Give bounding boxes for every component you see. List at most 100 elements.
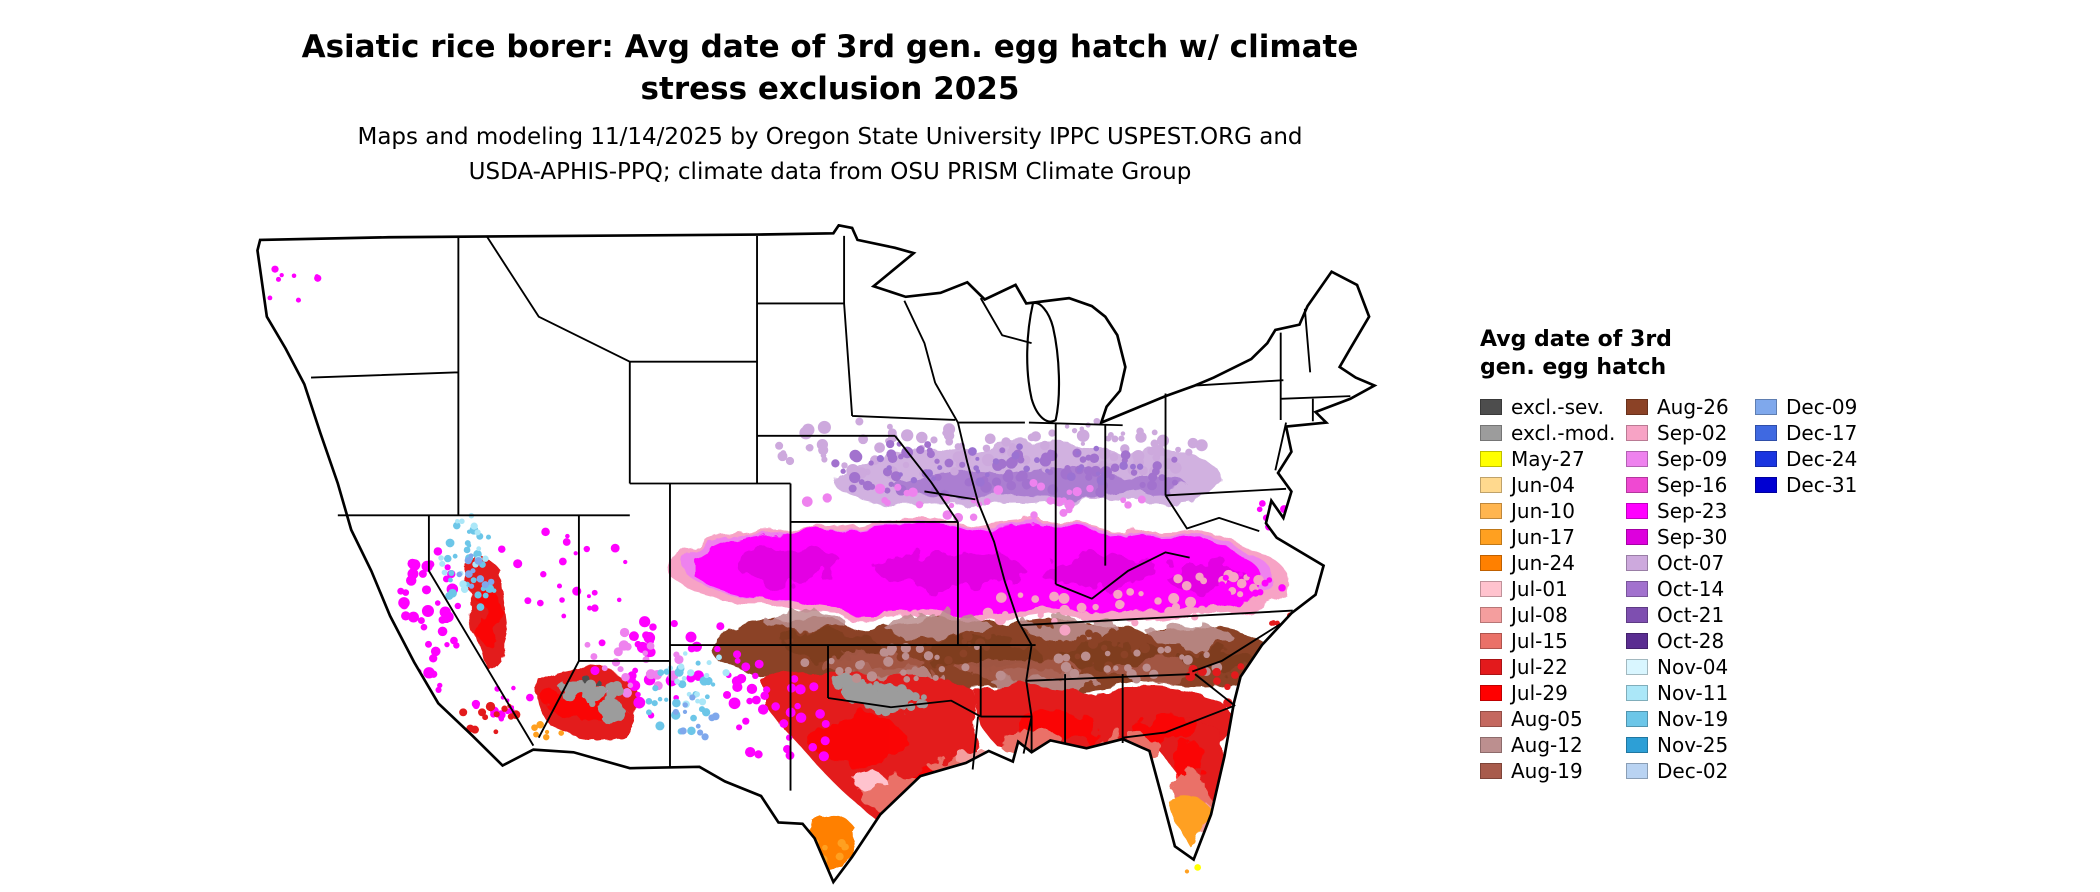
legend-column: Dec-09 Dec-17 Dec-24 Dec-31	[1755, 394, 1915, 498]
legend-label: Jun-10	[1511, 499, 1575, 523]
legend-swatch	[1755, 451, 1777, 467]
legend-item: Sep-23	[1626, 498, 1755, 524]
legend-label: Jul-22	[1511, 655, 1568, 679]
legend-title-line-1: Avg date of 3rd	[1480, 327, 1672, 352]
legend-label: Sep-02	[1657, 421, 1728, 445]
header: Asiatic rice borer: Avg date of 3rd gen.…	[230, 26, 1430, 190]
legend-column: Aug-26 Sep-02 Sep-09 Sep-16 Sep-23 Sep-30 Oct-…	[1626, 394, 1755, 784]
legend-item: Nov-25	[1626, 732, 1755, 758]
legend-label: Sep-16	[1657, 473, 1728, 497]
legend-label: Aug-05	[1511, 707, 1583, 731]
legend-columns: excl.-sev. excl.-mod. May-27 Jun-04 Jun-10 Ju…	[1480, 394, 1950, 784]
legend-label: Sep-09	[1657, 447, 1728, 471]
page-subtitle: Maps and modeling 11/14/2025 by Oregon S…	[230, 120, 1430, 190]
legend-item: Nov-04	[1626, 654, 1755, 680]
legend-swatch	[1626, 711, 1648, 727]
legend-swatch	[1626, 737, 1648, 753]
legend-label: Oct-28	[1657, 629, 1725, 653]
legend-swatch	[1626, 503, 1648, 519]
legend-item: excl.-sev.	[1480, 394, 1626, 420]
legend-swatch	[1626, 451, 1648, 467]
legend-label: Nov-11	[1657, 681, 1729, 705]
legend-item: Sep-30	[1626, 524, 1755, 550]
legend-label: Aug-19	[1511, 759, 1583, 783]
legend-label: Aug-12	[1511, 733, 1583, 757]
legend-swatch	[1626, 763, 1648, 779]
page-title-line-2: stress exclusion 2025	[640, 71, 1020, 107]
legend-swatch	[1626, 529, 1648, 545]
legend-item: Oct-21	[1626, 602, 1755, 628]
florida-keys-dots	[1184, 864, 1202, 874]
legend-swatch	[1480, 711, 1502, 727]
legend-swatch	[1480, 529, 1502, 545]
legend-column: excl.-sev. excl.-mod. May-27 Jun-04 Jun-10 Ju…	[1480, 394, 1626, 784]
legend-swatch	[1480, 737, 1502, 753]
legend-item: Jul-15	[1480, 628, 1626, 654]
legend-item: Jun-24	[1480, 550, 1626, 576]
legend-swatch	[1626, 633, 1648, 649]
legend-item: Sep-09	[1626, 446, 1755, 472]
us-choropleth-map	[228, 224, 1420, 886]
legend-item: Jun-04	[1480, 472, 1626, 498]
legend-swatch	[1755, 425, 1777, 441]
legend-label: Nov-04	[1657, 655, 1729, 679]
legend-label: Dec-24	[1786, 447, 1858, 471]
legend-swatch	[1626, 659, 1648, 675]
legend-title-line-2: gen. egg hatch	[1480, 355, 1667, 380]
legend-swatch	[1480, 659, 1502, 675]
legend-swatch	[1626, 607, 1648, 623]
legend-swatch	[1626, 425, 1648, 441]
legend-item: Jul-22	[1480, 654, 1626, 680]
legend-label: Jul-01	[1511, 577, 1568, 601]
legend-item: excl.-mod.	[1480, 420, 1626, 446]
legend-swatch	[1626, 555, 1648, 571]
legend-swatch	[1480, 581, 1502, 597]
state-borders	[311, 235, 1351, 791]
legend-item: Sep-16	[1626, 472, 1755, 498]
legend-label: Nov-25	[1657, 733, 1729, 757]
legend-label: Oct-07	[1657, 551, 1725, 575]
legend-swatch	[1480, 763, 1502, 779]
legend-swatch	[1480, 425, 1502, 441]
legend-item: Jun-17	[1480, 524, 1626, 550]
legend-label: Jul-08	[1511, 603, 1568, 627]
legend-label: Jul-29	[1511, 681, 1568, 705]
page-title-line-1: Asiatic rice borer: Avg date of 3rd gen.…	[301, 29, 1359, 65]
legend-label: Jun-17	[1511, 525, 1575, 549]
legend-label: Sep-23	[1657, 499, 1728, 523]
legend-label: Oct-14	[1657, 577, 1725, 601]
legend-label: Dec-17	[1786, 421, 1858, 445]
legend-swatch	[1626, 685, 1648, 701]
legend-item: Oct-14	[1626, 576, 1755, 602]
legend-label: Aug-26	[1657, 395, 1729, 419]
legend-swatch	[1480, 607, 1502, 623]
legend-item: Dec-09	[1755, 394, 1915, 420]
legend-label: Dec-02	[1657, 759, 1729, 783]
page-subtitle-line-2: USDA-APHIS-PPQ; climate data from OSU PR…	[468, 159, 1192, 185]
us-map-svg	[256, 224, 1378, 885]
legend-item: May-27	[1480, 446, 1626, 472]
legend-swatch	[1480, 503, 1502, 519]
legend-label: Dec-31	[1786, 473, 1858, 497]
legend-label: Nov-19	[1657, 707, 1729, 731]
legend-item: Nov-11	[1626, 680, 1755, 706]
legend-item: Jul-01	[1480, 576, 1626, 602]
page-subtitle-line-1: Maps and modeling 11/14/2025 by Oregon S…	[357, 124, 1303, 150]
legend-label: Jun-04	[1511, 473, 1575, 497]
legend-label: Jul-15	[1511, 629, 1568, 653]
us-outline	[256, 224, 1378, 885]
legend-label: excl.-mod.	[1511, 421, 1616, 445]
lake-michigan	[1026, 302, 1061, 423]
legend-swatch	[1626, 477, 1648, 493]
legend-item: Aug-19	[1480, 758, 1626, 784]
legend-item: Jun-10	[1480, 498, 1626, 524]
legend-item: Dec-02	[1626, 758, 1755, 784]
legend-item: Sep-02	[1626, 420, 1755, 446]
legend-swatch	[1755, 477, 1777, 493]
legend-swatch	[1626, 399, 1648, 415]
legend-item: Aug-26	[1626, 394, 1755, 420]
legend-item: Dec-31	[1755, 472, 1915, 498]
legend-item: Dec-24	[1755, 446, 1915, 472]
legend-item: Oct-28	[1626, 628, 1755, 654]
